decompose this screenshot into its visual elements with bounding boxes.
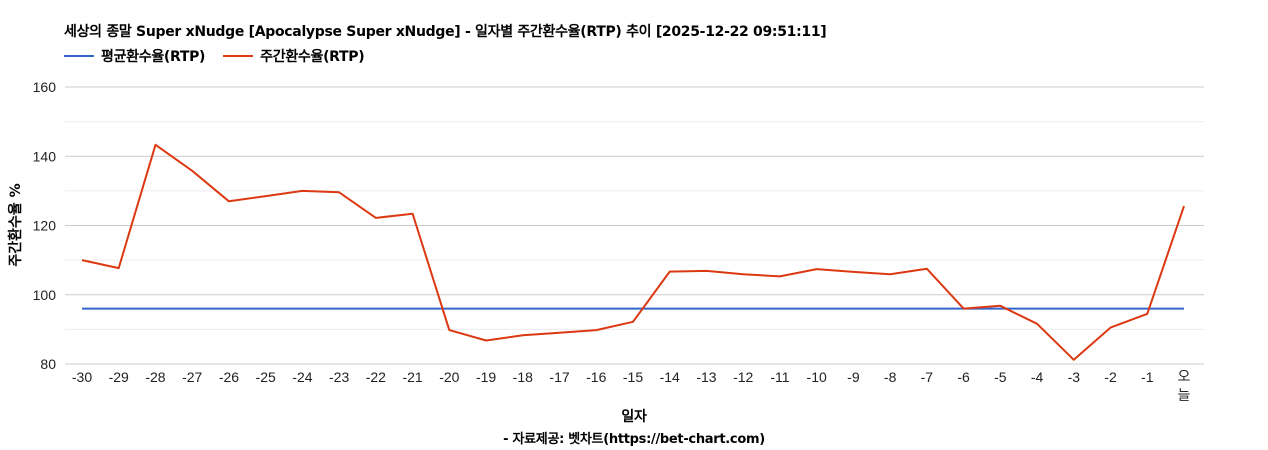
- x-tick-label: -29: [109, 369, 129, 385]
- x-tick-label: -7: [921, 369, 934, 385]
- x-tick-label: -12: [733, 369, 753, 385]
- y-tick-label: 100: [33, 287, 57, 303]
- x-tick-label: -26: [219, 369, 239, 385]
- y-tick-label: 140: [33, 148, 57, 164]
- x-tick-label: -28: [145, 369, 165, 385]
- x-tick-label: -22: [366, 369, 386, 385]
- x-tick-label: -24: [292, 369, 312, 385]
- x-tick-label: -27: [182, 369, 202, 385]
- legend-label-weekly: 주간환수율(RTP): [260, 49, 365, 65]
- x-tick-label: -17: [549, 369, 569, 385]
- legend-swatch-average: [64, 55, 94, 57]
- legend-swatch-weekly: [223, 55, 254, 57]
- x-tick-label: -9: [847, 369, 860, 385]
- x-tick-label: -13: [696, 369, 716, 385]
- x-tick-label: -11: [770, 369, 789, 385]
- x-tick-label: -25: [256, 369, 276, 385]
- x-tick-label: -8: [884, 369, 897, 385]
- chart-title: 세상의 종말 Super xNudge [Apocalypse Super xN…: [64, 24, 827, 40]
- x-axis-ticks: -30 -29 -28 -27 -26 -25 -24 -23 -22 -21 -20 -19 -18-…: [72, 369, 1191, 404]
- x-tick-label: -16: [586, 369, 606, 385]
- x-tick-label: -15: [623, 369, 643, 385]
- x-axis-label: 일자: [621, 409, 647, 425]
- x-tick-label: -21: [402, 369, 422, 385]
- y-axis-label: 주간환수율 %: [7, 183, 24, 266]
- x-tick-label: -23: [329, 369, 349, 385]
- gridlines: [65, 86, 1204, 365]
- x-tick-label: -1: [1141, 369, 1154, 385]
- x-tick-label: -19: [476, 369, 496, 385]
- legend-item-average[interactable]: 평균환수율(RTP): [64, 46, 205, 66]
- x-tick-label: -3: [1068, 369, 1081, 385]
- y-tick-label: 80: [40, 356, 56, 372]
- x-tick-label: -30: [72, 369, 92, 385]
- y-tick-label: 120: [33, 218, 57, 234]
- series-lines: [81, 143, 1185, 361]
- x-tick-label: -14: [660, 369, 680, 385]
- x-tick-label: -10: [807, 369, 827, 385]
- x-tick-label: -2: [1104, 369, 1117, 385]
- weekly-rtp-line[interactable]: [81, 143, 1185, 361]
- x-tick-label: 늘: [1178, 388, 1191, 404]
- y-axis-ticks: 80 100 120 140 160: [33, 79, 57, 372]
- source-credit: - 자료제공: 벳차트(https://bet-chart.com): [503, 432, 765, 447]
- x-tick-label: -6: [957, 369, 970, 385]
- y-tick-label: 160: [33, 79, 57, 95]
- x-tick-label: -20: [439, 369, 459, 385]
- x-tick-label: 오: [1178, 369, 1191, 385]
- x-tick-label: -5: [994, 369, 1007, 385]
- legend-label-average: 평균환수율(RTP): [101, 49, 206, 65]
- x-tick-label: -4: [1031, 369, 1044, 385]
- x-tick-label: -18: [513, 369, 533, 385]
- legend: 평균환수율(RTP) 주간환수율(RTP): [64, 46, 382, 66]
- legend-item-weekly[interactable]: 주간환수율(RTP): [223, 46, 365, 66]
